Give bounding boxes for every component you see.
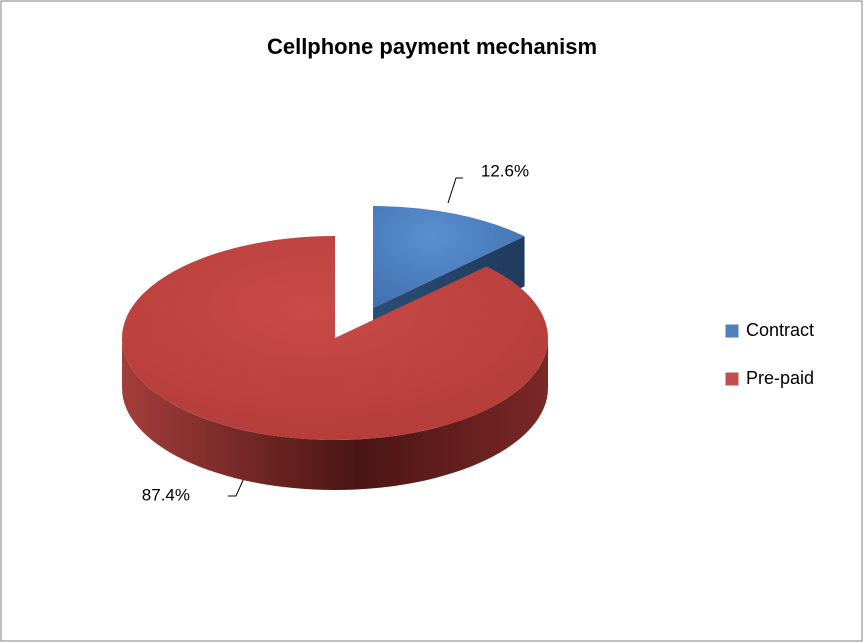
chart-title: Cellphone payment mechanism [267,34,597,59]
data-label: 12.6% [481,161,529,180]
leader-line [228,477,245,497]
legend-swatch [724,323,740,339]
pie-slice [122,236,548,440]
legend-label: Contract [746,320,814,340]
pie-slice [373,206,525,308]
legend-label: Pre-paid [746,368,814,388]
leader-line [447,177,463,204]
data-label: 87.4% [142,485,190,504]
legend-swatch [724,371,740,387]
pie-slice-side [122,338,548,490]
